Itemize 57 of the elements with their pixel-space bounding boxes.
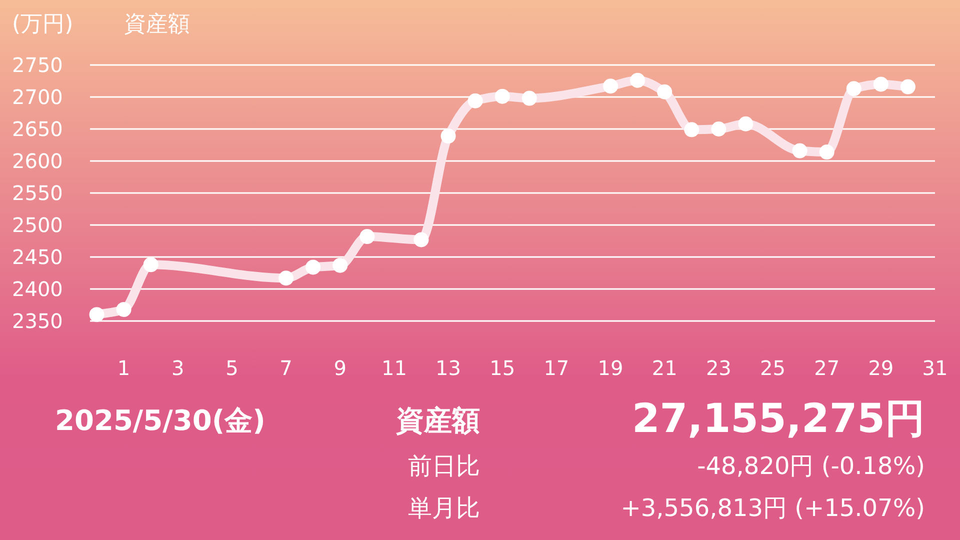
point: [738, 116, 754, 132]
text: 27,155,275円: [632, 396, 925, 442]
point: [116, 302, 132, 317]
x-tick-label: 19: [598, 356, 624, 380]
y-tick-label: 2450: [12, 245, 63, 269]
point: [89, 307, 104, 322]
chart-title: 資産額: [124, 12, 190, 37]
x-tick-label: 15: [490, 356, 516, 380]
x-tick-label: 1: [117, 356, 130, 380]
x-tick-label: 29: [868, 356, 894, 380]
y-tick-label: 2700: [12, 85, 63, 109]
x-tick-label: 13: [436, 356, 462, 380]
point: [657, 84, 672, 100]
text: 前日比: [408, 452, 480, 480]
text: 単月比: [408, 494, 480, 522]
y-tick-label: 2400: [12, 277, 63, 301]
point: [306, 260, 321, 275]
point: [630, 72, 646, 88]
point: [900, 79, 916, 94]
point: [414, 232, 429, 248]
text: 資産額: [395, 404, 480, 437]
point: [468, 93, 483, 108]
point: [278, 270, 294, 286]
y-axis-title: (万円): [12, 12, 74, 37]
y-tick-label: 2650: [12, 117, 63, 141]
point: [873, 76, 888, 92]
y-tick-label: 2500: [12, 213, 63, 237]
x-tick-label: 9: [334, 356, 346, 380]
y-tick-label: 2550: [12, 181, 63, 205]
point: [360, 229, 375, 244]
x-tick-label: 21: [652, 356, 678, 380]
y-tick-label: 2350: [12, 309, 63, 333]
point: [684, 122, 700, 138]
x-tick-label: 11: [381, 356, 407, 380]
y-tick-label: 2750: [12, 53, 63, 77]
x-tick-label: 3: [172, 356, 184, 380]
x-tick-label: 5: [226, 356, 238, 380]
point: [332, 258, 348, 273]
x-tick-label: 25: [760, 356, 786, 380]
x-tick-label: 23: [706, 356, 732, 380]
text: +3,556,813円 (+15.07%): [620, 494, 925, 522]
point: [819, 144, 834, 160]
x-tick-label: 31: [922, 356, 948, 380]
point: [711, 122, 726, 136]
point: [846, 81, 862, 96]
point: [792, 143, 808, 158]
point: [494, 88, 510, 104]
x-tick-label: 27: [814, 356, 840, 380]
text: 2025/5/30(金): [55, 404, 266, 437]
x-tick-label: 17: [544, 356, 570, 380]
point: [143, 257, 158, 272]
point: [440, 128, 456, 144]
point: [522, 90, 537, 106]
x-tick-label: 7: [280, 356, 292, 380]
y-tick-label: 2600: [12, 149, 63, 173]
text: -48,820円 (-0.18%): [697, 452, 925, 480]
point: [603, 78, 618, 94]
